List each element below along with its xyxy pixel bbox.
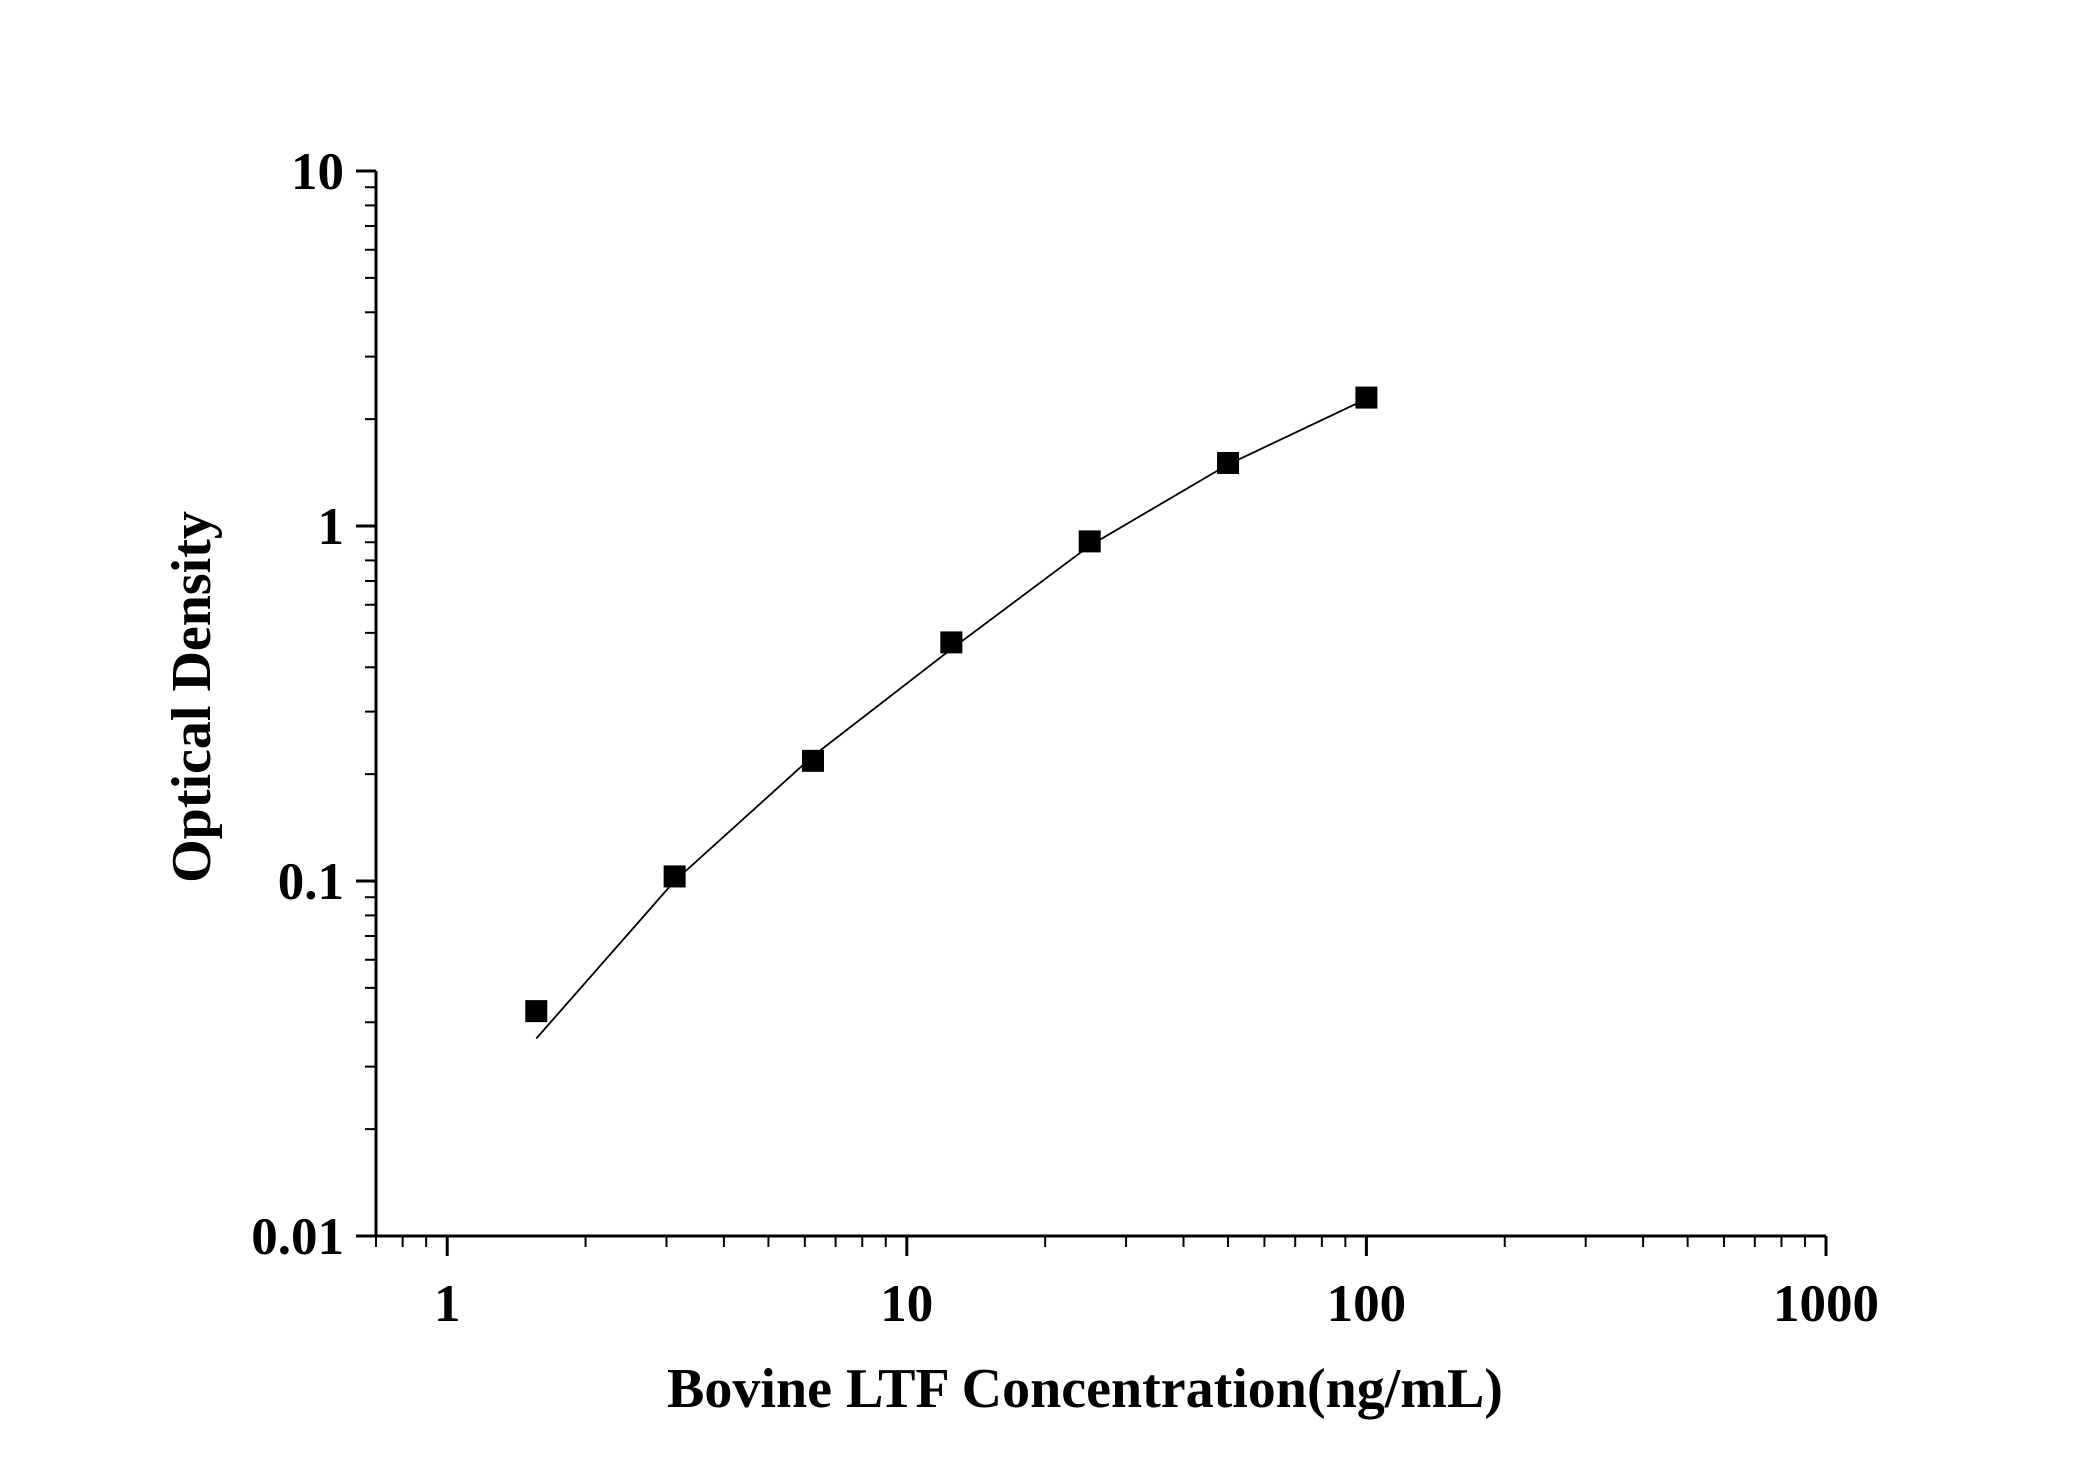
y-tick-labels: 0.01 0.1 1 10: [251, 143, 344, 1266]
y-tick-label: 0.01: [251, 1208, 344, 1266]
x-tick-label: 1: [434, 1275, 461, 1333]
data-point: [1355, 386, 1378, 409]
data-point: [663, 865, 686, 888]
x-axis-title: Bovine LTF Concentration(ng/mL): [667, 1358, 1503, 1420]
y-tick-label: 0.1: [278, 853, 344, 911]
data-point: [525, 1000, 548, 1023]
y-major-ticks: [356, 169, 376, 1238]
series-layer: [525, 386, 1378, 1040]
data-point: [1217, 451, 1240, 474]
data-point: [940, 631, 963, 654]
x-tick-labels: 1 10 100 1000: [434, 1275, 1879, 1333]
x-tick-label: 10: [880, 1275, 933, 1333]
x-minor-ticks: [375, 1236, 1806, 1247]
y-minor-ticks: [365, 186, 376, 1131]
x-tick-label: 100: [1327, 1275, 1407, 1333]
y-axis-title: Optical Density: [161, 511, 223, 883]
x-major-ticks: [445, 1236, 1828, 1256]
fit-curve: [535, 398, 1367, 1040]
y-tick-label: 1: [318, 498, 345, 556]
x-tick-label: 1000: [1773, 1275, 1879, 1333]
data-point: [1078, 530, 1101, 553]
y-tick-label: 10: [291, 143, 344, 201]
data-point: [801, 749, 824, 772]
axes: 1 10 100 1000 0.01 0.1 1 10: [251, 143, 1879, 1333]
